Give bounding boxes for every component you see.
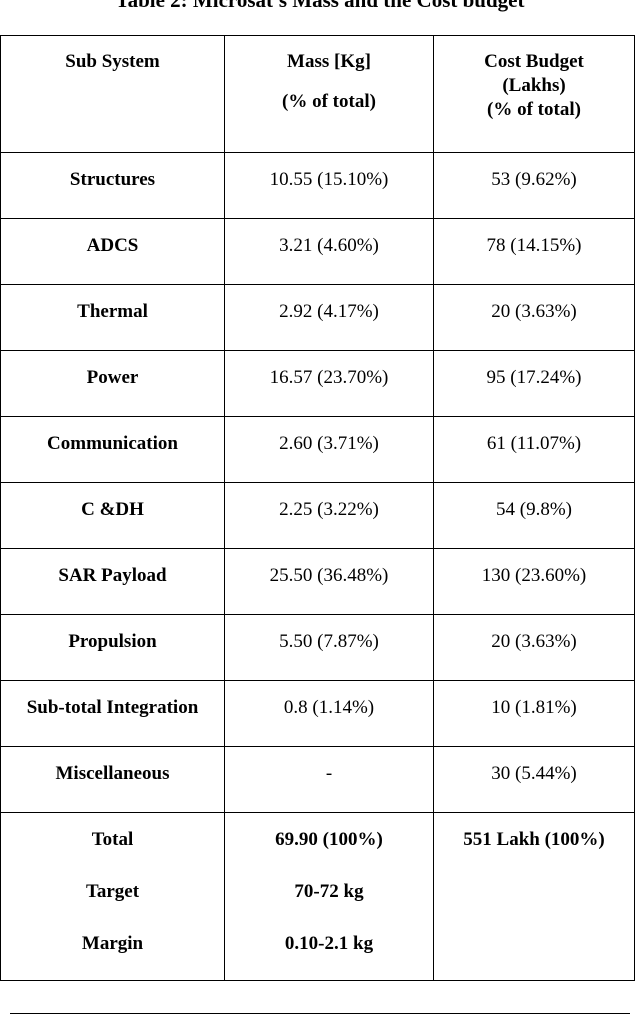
- cell-text: 3.21 (4.60%): [279, 235, 379, 256]
- cell-text: Thermal: [77, 301, 148, 322]
- cell-text: 25.50 (36.48%): [269, 565, 389, 586]
- header-cell: Cost Budget (Lakhs) (% of total): [433, 35, 635, 153]
- cell-text: Cost Budget: [484, 51, 584, 72]
- body-cell: 78 (14.15%): [433, 218, 635, 285]
- cell-text: Power: [86, 367, 139, 388]
- body-cell: 16.57 (23.70%): [224, 350, 434, 417]
- cell-text: (Lakhs): [502, 75, 566, 96]
- body-cell: Structures: [0, 152, 225, 219]
- body-cell: C &DH: [0, 482, 225, 549]
- body-cell: 2.92 (4.17%): [224, 284, 434, 351]
- cell-text: Margin: [81, 933, 144, 954]
- body-cell: ADCS: [0, 218, 225, 285]
- cell-text: 78 (14.15%): [486, 235, 582, 256]
- cell-text: Target: [85, 881, 140, 902]
- body-cell: 54 (9.8%): [433, 482, 635, 549]
- cell-text: 551 Lakh (100%): [463, 829, 605, 850]
- cell-text: 10 (1.81%): [491, 697, 577, 718]
- body-cell: 53 (9.62%): [433, 152, 635, 219]
- cell-text: 20 (3.63%): [491, 301, 577, 322]
- cell-text: Sub System: [65, 51, 160, 72]
- body-cell: 130 (23.60%): [433, 548, 635, 615]
- cell-text: (% of total): [487, 99, 581, 120]
- cell-text: 130 (23.60%): [481, 565, 587, 586]
- cell-text: Total: [91, 829, 134, 850]
- body-cell: 0.8 (1.14%): [224, 680, 434, 747]
- cell-text: 54 (9.8%): [496, 499, 572, 520]
- cell-text: -: [325, 763, 333, 784]
- cell-text: Propulsion: [68, 631, 157, 652]
- header-cell: Mass [Kg] (% of total): [224, 35, 434, 153]
- body-cell: 20 (3.63%): [433, 284, 635, 351]
- body-cell: 2.60 (3.71%): [224, 416, 434, 483]
- body-cell: 20 (3.63%): [433, 614, 635, 681]
- cell-text: 0.8 (1.14%): [283, 697, 375, 718]
- total-cell: 69.90 (100%) 70-72 kg 0.10-2.1 kg: [224, 812, 434, 981]
- cell-text: 2.25 (3.22%): [279, 499, 379, 520]
- cell-text: Sub-total Integration: [26, 697, 199, 718]
- body-cell: Miscellaneous: [0, 746, 225, 813]
- body-cell: Sub-total Integration: [0, 680, 225, 747]
- cell-text: Mass [Kg]: [287, 51, 371, 72]
- body-cell: 30 (5.44%): [433, 746, 635, 813]
- body-cell: -: [224, 746, 434, 813]
- cell-text: (% of total): [282, 91, 376, 112]
- header-cell: Sub System: [0, 35, 225, 153]
- cell-text: C &DH: [81, 499, 144, 520]
- cell-text: 20 (3.63%): [491, 631, 577, 652]
- bottom-rule: [10, 1013, 630, 1014]
- body-cell: Propulsion: [0, 614, 225, 681]
- cell-text: 95 (17.24%): [486, 367, 582, 388]
- body-cell: Communication: [0, 416, 225, 483]
- total-cell: Total Target Margin: [0, 812, 225, 981]
- cell-text: 69.90 (100%): [275, 829, 383, 850]
- cell-text: 0.10-2.1 kg: [284, 933, 374, 954]
- body-cell: 61 (11.07%): [433, 416, 635, 483]
- cell-text: 16.57 (23.70%): [269, 367, 389, 388]
- cell-text: Communication: [47, 433, 178, 454]
- cell-text: 70-72 kg: [294, 881, 364, 902]
- cell-text: Miscellaneous: [55, 763, 170, 784]
- body-cell: 95 (17.24%): [433, 350, 635, 417]
- body-cell: SAR Payload: [0, 548, 225, 615]
- body-cell: Thermal: [0, 284, 225, 351]
- body-cell: Power: [0, 350, 225, 417]
- body-cell: 25.50 (36.48%): [224, 548, 434, 615]
- cell-text: 5.50 (7.87%): [279, 631, 379, 652]
- cell-text: 53 (9.62%): [491, 169, 577, 190]
- body-cell: 2.25 (3.22%): [224, 482, 434, 549]
- cell-text: 61 (11.07%): [486, 433, 582, 454]
- cell-text: ADCS: [86, 235, 139, 256]
- body-cell: 10.55 (15.10%): [224, 152, 434, 219]
- table-caption: Table 2: Microsat's Mass and the Cost bu…: [115, 0, 525, 12]
- cell-text: 30 (5.44%): [491, 763, 577, 784]
- cell-text: Structures: [69, 169, 156, 190]
- body-cell: 10 (1.81%): [433, 680, 635, 747]
- cell-text: 2.92 (4.17%): [279, 301, 379, 322]
- body-cell: 5.50 (7.87%): [224, 614, 434, 681]
- total-cell: 551 Lakh (100%): [433, 812, 635, 981]
- cell-text: 2.60 (3.71%): [279, 433, 379, 454]
- cell-text: 10.55 (15.10%): [269, 169, 389, 190]
- cell-text: SAR Payload: [58, 565, 167, 586]
- body-cell: 3.21 (4.60%): [224, 218, 434, 285]
